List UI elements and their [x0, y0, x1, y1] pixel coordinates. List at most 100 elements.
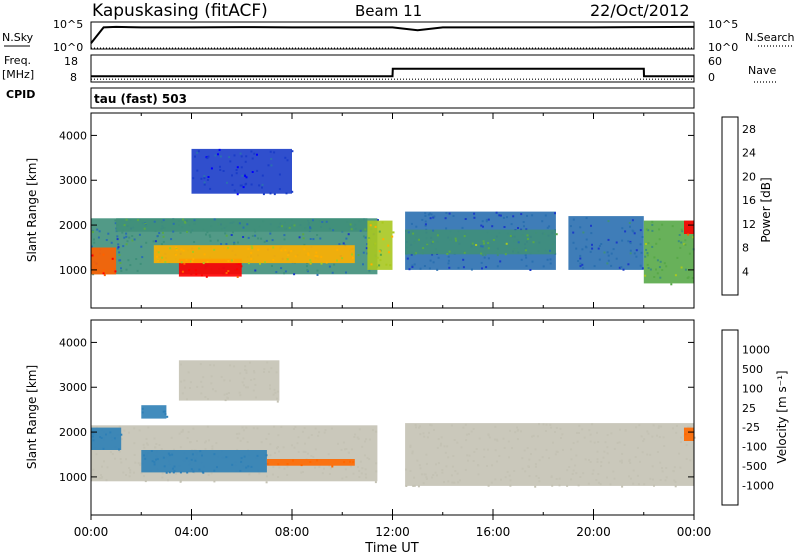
heatmap-cell	[316, 255, 319, 258]
heatmap-cell	[194, 459, 197, 462]
heatmap-cell	[114, 219, 117, 222]
heatmap-cell	[582, 267, 585, 270]
heatmap-region	[684, 427, 694, 441]
heatmap-cell	[169, 247, 172, 250]
heatmap-cell	[480, 252, 483, 255]
heatmap-cell	[494, 449, 497, 452]
heatmap-cell	[106, 466, 109, 469]
mhz-label: [MHz]	[2, 68, 34, 81]
heatmap-cell	[494, 425, 497, 428]
heatmap-cell	[606, 452, 609, 455]
heatmap-cell	[524, 249, 527, 252]
heatmap-cell	[613, 477, 616, 480]
heatmap-cell	[207, 155, 210, 158]
heatmap-cell	[139, 462, 142, 465]
heatmap-cell	[598, 258, 601, 261]
power-ytick-label: 2000	[59, 219, 87, 232]
heatmap-cell	[250, 379, 253, 381]
heatmap-cell	[342, 242, 345, 245]
heatmap-cell	[147, 426, 150, 429]
heatmap-cell	[210, 225, 213, 228]
heatmap-cell	[656, 272, 659, 275]
heatmap-cell	[487, 257, 490, 260]
heatmap-cell	[453, 481, 456, 484]
heatmap-cell	[242, 429, 245, 432]
heatmap-cell	[300, 471, 303, 474]
heatmap-cell	[364, 473, 367, 476]
heatmap-region	[141, 405, 167, 419]
heatmap-cell	[483, 242, 485, 245]
heatmap-cell	[235, 432, 238, 435]
heatmap-cell	[325, 261, 328, 264]
heatmap-cell	[473, 212, 476, 215]
heatmap-cell	[683, 243, 686, 246]
heatmap-cell	[405, 485, 408, 487]
heatmap-cell	[496, 254, 499, 257]
heatmap-cell	[572, 218, 575, 221]
heatmap-cell	[579, 226, 582, 229]
heatmap-cell	[661, 269, 664, 271]
heatmap-cell	[206, 178, 209, 181]
heatmap-cell	[693, 436, 696, 439]
heatmap-cell	[530, 453, 532, 456]
heatmap-cell	[179, 471, 182, 474]
heatmap-cell	[303, 243, 306, 246]
heatmap-cell	[548, 457, 551, 460]
heatmap-cell	[269, 443, 272, 446]
heatmap-cell	[125, 218, 128, 221]
heatmap-cell	[245, 386, 248, 389]
heatmap-cell	[230, 234, 233, 236]
heatmap-cell	[347, 451, 350, 454]
heatmap-cell	[523, 225, 525, 228]
heatmap-cell	[113, 437, 116, 440]
heatmap-cell	[550, 426, 553, 429]
heatmap-cell	[251, 171, 254, 173]
heatmap-cell	[277, 463, 280, 466]
heatmap-cell	[156, 255, 159, 258]
noise-tick-left-top: 10^5	[53, 18, 83, 31]
heatmap-cell	[436, 474, 438, 477]
heatmap-cell	[251, 234, 254, 237]
heatmap-cell	[243, 377, 246, 380]
heatmap-cell	[451, 465, 454, 468]
heatmap-cell	[125, 474, 127, 476]
heatmap-cell	[665, 265, 668, 268]
heatmap-cell	[209, 235, 212, 238]
heatmap-cell	[235, 172, 238, 175]
heatmap-cell	[572, 231, 575, 234]
heatmap-cell	[541, 456, 544, 459]
heatmap-cell	[282, 446, 285, 449]
power-colorbar-tick: 24	[742, 147, 756, 160]
heatmap-cell	[629, 462, 632, 464]
heatmap-cell	[206, 425, 209, 428]
heatmap-cell	[585, 238, 588, 241]
heatmap-cell	[619, 460, 622, 463]
heatmap-cell	[145, 442, 148, 445]
power-ytick-label: 4000	[59, 129, 87, 142]
heatmap-cell	[129, 469, 132, 472]
heatmap-cell	[284, 270, 287, 273]
heatmap-cell	[653, 484, 655, 487]
heatmap-cell	[207, 398, 209, 401]
heatmap-cell	[588, 429, 591, 432]
heatmap-cell	[661, 467, 663, 470]
heatmap-cell	[638, 424, 641, 427]
heatmap-cell	[207, 176, 210, 178]
heatmap-cell	[409, 445, 412, 448]
heatmap-cell	[120, 461, 123, 464]
heatmap-cell	[607, 254, 610, 257]
heatmap-cell	[111, 268, 114, 271]
heatmap-cell	[378, 264, 381, 267]
heatmap-cell	[211, 445, 214, 448]
heatmap-cell	[239, 394, 242, 397]
heatmap-cell	[162, 410, 165, 413]
heatmap-cell	[606, 476, 608, 479]
heatmap-cell	[280, 249, 283, 252]
heatmap-cell	[244, 183, 247, 186]
time-tick-label: 08:00	[275, 525, 310, 539]
heatmap-cell	[273, 151, 276, 154]
heatmap-cell	[240, 460, 243, 463]
heatmap-cell	[121, 231, 124, 234]
heatmap-cell	[475, 448, 478, 450]
heatmap-cell	[233, 365, 236, 368]
